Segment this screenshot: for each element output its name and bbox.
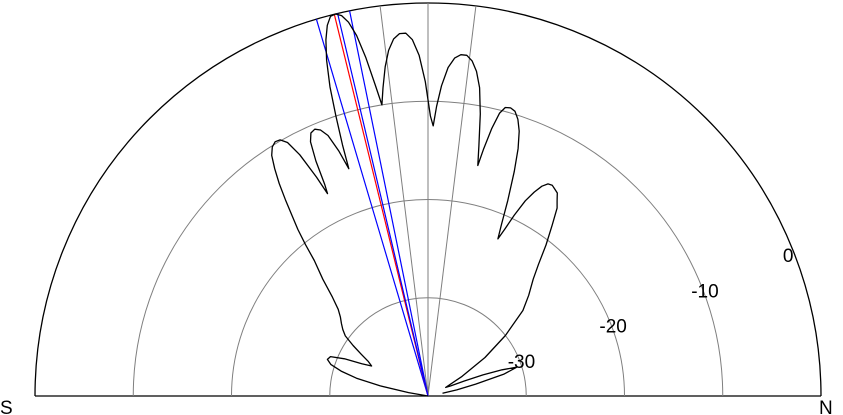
ring-tick-label: -20: [599, 317, 626, 338]
angle-label-s: S: [0, 398, 13, 415]
pattern-curve: [271, 13, 558, 397]
axis-labels: S N -30 -20 -10 0: [0, 246, 833, 415]
ring-tick-label: -10: [691, 281, 718, 302]
beam-line-blue: [315, 19, 429, 397]
ring-tick-label: 0: [783, 246, 794, 267]
beam-lines: [315, 10, 429, 397]
radiation-pattern: [271, 13, 558, 397]
grid-spoke: [427, 5, 477, 397]
ring-tick-label: -30: [508, 352, 535, 373]
beam-line-blue: [337, 13, 429, 397]
polar-grid: [34, 2, 822, 397]
angle-label-n: N: [819, 398, 833, 415]
beam-line-blue: [349, 10, 429, 397]
grid-spoke: [379, 5, 429, 397]
